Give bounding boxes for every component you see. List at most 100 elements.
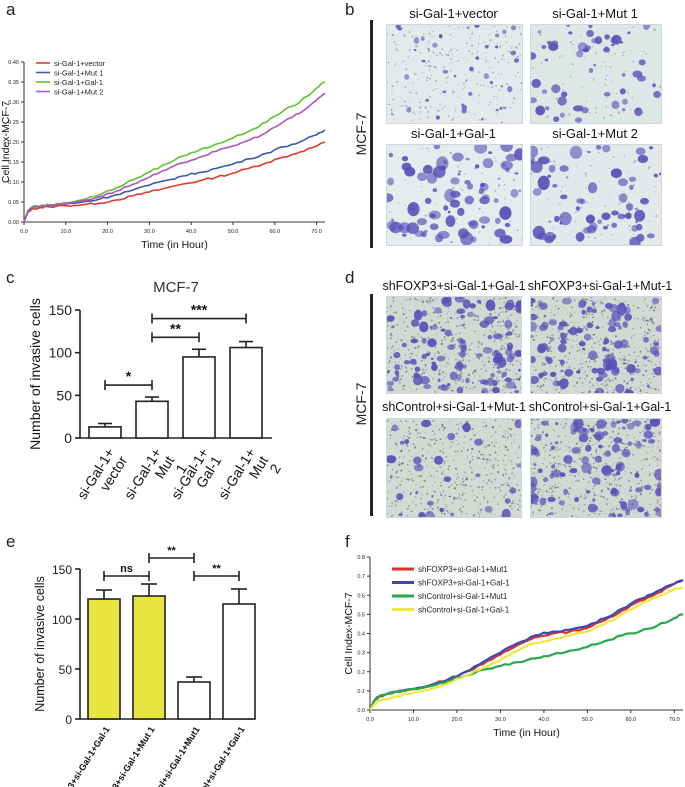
stained-cell [616, 470, 621, 476]
pore-dot [543, 377, 546, 380]
pore-dot [510, 428, 513, 431]
pore-dot [440, 493, 443, 496]
micro-b4-label: si-Gal-1+Mut 2 [552, 126, 638, 141]
stained-cell [558, 321, 568, 327]
pore-dot [566, 332, 569, 335]
pore-dot [625, 515, 627, 517]
pore-dot [423, 508, 426, 511]
pore-dot [604, 513, 606, 515]
pore-dot [387, 513, 389, 515]
pore-dot [539, 34, 542, 36]
pore-dot [649, 343, 652, 346]
pore-dot [626, 478, 628, 480]
pore-dot [600, 383, 603, 386]
pore-dot [600, 234, 602, 236]
pore-dot [468, 111, 471, 114]
pore-dot [626, 382, 629, 385]
pore-dot [551, 334, 554, 337]
pore-dot [453, 343, 456, 346]
pore-dot [439, 326, 442, 329]
legend-label-4: shControl+si-Gal-1+Gal-1 [418, 606, 510, 615]
x-tick-label: 30.0 [495, 717, 506, 723]
stained-cell [655, 325, 661, 333]
stained-cell [621, 72, 626, 77]
pore-dot [465, 74, 467, 76]
pore-dot [457, 116, 459, 119]
stained-cell [611, 100, 620, 110]
pore-dot [494, 330, 496, 332]
stained-cell [598, 444, 603, 449]
stained-cell [457, 173, 461, 176]
pore-dot [627, 91, 629, 94]
pore-dot [499, 450, 501, 452]
stained-cell [494, 349, 499, 354]
pore-dot [588, 360, 591, 363]
pore-dot [656, 499, 659, 502]
pore-dot [498, 71, 500, 73]
micrograph-d-shfoxp3-mut1 [530, 296, 662, 394]
pore-dot [607, 383, 609, 385]
pore-dot [418, 341, 420, 342]
stained-cell [635, 220, 639, 224]
stained-cell [504, 302, 514, 311]
pore-dot [450, 441, 452, 444]
pore-dot [654, 306, 657, 309]
pore-dot [548, 341, 551, 344]
pore-dot [537, 313, 539, 315]
pore-dot [549, 160, 552, 163]
pore-dot [488, 44, 490, 46]
pore-dot [493, 182, 495, 184]
pore-dot [642, 336, 644, 339]
pore-dot [498, 89, 501, 92]
stained-cell [502, 29, 507, 35]
pore-dot [610, 343, 612, 345]
pore-dot [397, 348, 400, 350]
pore-dot [571, 314, 573, 316]
pore-dot [483, 443, 485, 445]
pore-dot [574, 311, 576, 314]
sig-label-3: *** [191, 302, 208, 318]
pore-dot [647, 359, 650, 362]
pore-dot [589, 476, 591, 478]
pore-dot [554, 484, 556, 486]
pore-dot [627, 118, 629, 120]
pore-dot [549, 449, 552, 452]
stained-cell [552, 234, 557, 239]
stained-cell [585, 490, 591, 494]
pore-dot [434, 491, 437, 493]
pore-dot [444, 203, 446, 206]
pore-dot [482, 453, 484, 456]
pore-dot [607, 379, 609, 381]
pore-dot [512, 178, 515, 181]
pore-dot [578, 349, 581, 352]
x-tick-label: 0.0 [20, 229, 28, 235]
pore-dot [550, 364, 551, 366]
pore-dot [419, 52, 421, 54]
stained-cell [391, 316, 395, 320]
stained-cell [410, 319, 420, 327]
pore-dot [502, 320, 505, 322]
pore-dot [599, 300, 601, 302]
pore-dot [434, 438, 436, 440]
pore-dot [629, 386, 632, 390]
stained-cell [653, 90, 661, 99]
pore-dot [388, 480, 390, 482]
pore-dot [447, 511, 450, 513]
stained-cell [601, 212, 611, 221]
pore-dot [497, 503, 499, 505]
pore-dot [488, 66, 491, 69]
pore-dot [400, 327, 402, 329]
pore-dot [449, 316, 453, 320]
stained-cell [437, 230, 450, 239]
pore-dot [628, 345, 631, 347]
pore-dot [495, 375, 497, 377]
pore-dot [391, 89, 393, 91]
pore-dot [602, 511, 604, 513]
pore-dot [391, 346, 394, 348]
pore-dot [441, 512, 443, 515]
pore-dot [643, 334, 646, 336]
stained-cell [622, 362, 626, 365]
pore-dot [653, 375, 655, 378]
pore-dot [563, 422, 565, 423]
pore-dot [392, 434, 394, 435]
